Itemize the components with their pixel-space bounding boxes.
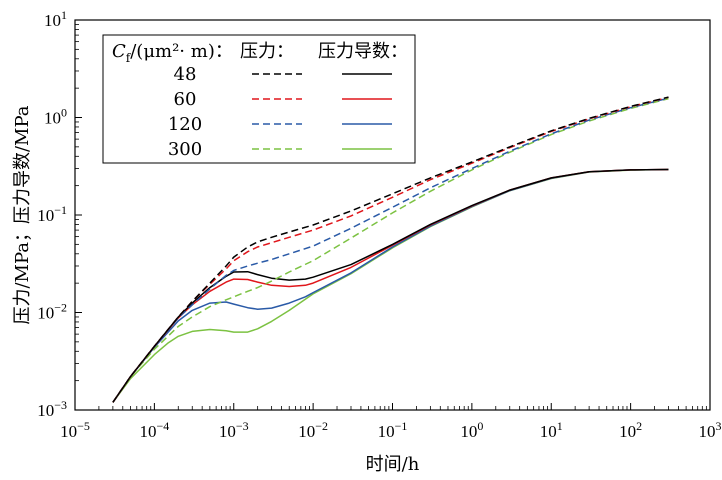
derivative-line-300 [112,168,669,403]
y-tick-label: 100 [44,106,67,128]
x-tick-label: 101 [540,419,563,441]
y-tick-label: 10−3 [37,398,67,420]
x-axis-ticks: 10−5 10−4 10−3 10−2 10−1 100 101 102 103 [60,403,722,441]
legend-label-300: 300 [168,139,202,160]
legend: Cf/(μm²· m)： 压力： 压力导数： 48 60 120 300 [102,34,416,164]
derivative-line-60 [112,168,669,403]
pressure-line-48 [112,96,669,403]
y-tick-label: 101 [44,8,67,30]
x-tick-label: 103 [699,419,722,441]
legend-header: Cf/(μm²· m)： [112,41,233,65]
pressure-line-120 [112,97,669,403]
y-tick-label: 10−2 [37,301,67,323]
legend-rows: 48 60 120 300 [168,64,392,160]
plot-curves [112,96,669,403]
legend-label-60: 60 [174,89,197,110]
x-tick-label: 10−2 [298,419,328,441]
pressure-line-300 [112,97,669,403]
legend-label-48: 48 [174,64,197,85]
x-tick-label: 10−4 [139,419,169,441]
x-axis-title: 时间/h [366,454,420,475]
x-tick-label: 10−3 [219,419,249,441]
x-tick-label: 102 [619,419,642,441]
y-tick-label: 10−1 [37,203,67,225]
x-tick-label: 100 [460,419,483,441]
x-tick-label: 10−5 [60,419,90,441]
y-axis-title: 压力/MPa；压力导数/MPa [12,105,33,324]
x-tick-label: 10−1 [378,419,408,441]
legend-col-pressure: 压力： [240,41,294,62]
legend-label-120: 120 [168,114,202,135]
derivative-line-48 [112,168,669,403]
derivative-line-120 [112,168,669,403]
legend-col-derivative: 压力导数： [318,41,408,62]
